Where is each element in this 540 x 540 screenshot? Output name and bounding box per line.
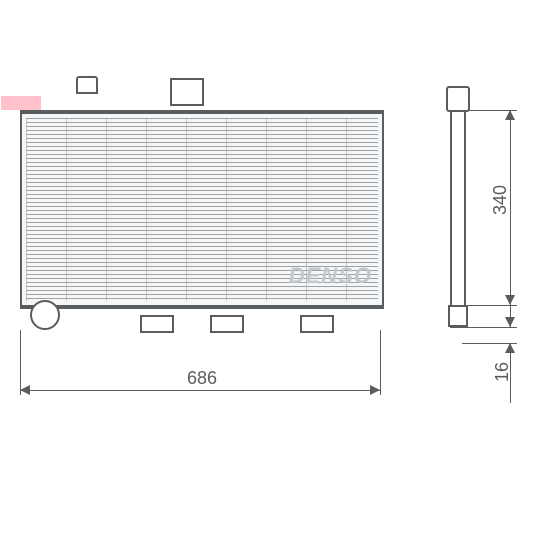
radiator-side-view bbox=[450, 110, 466, 309]
ext-line bbox=[380, 330, 381, 395]
side-view-cap bbox=[446, 86, 470, 112]
side-view-foot bbox=[448, 305, 468, 327]
arrowhead bbox=[505, 295, 515, 305]
ext-line bbox=[462, 305, 517, 306]
mount-bracket bbox=[300, 315, 334, 333]
arrowhead bbox=[370, 385, 380, 395]
arrowhead bbox=[505, 343, 515, 353]
small-cap bbox=[76, 76, 98, 94]
arrowhead bbox=[505, 110, 515, 120]
dim-depth-value: 16 bbox=[490, 362, 515, 382]
radiator-front-view: DENSO bbox=[20, 110, 384, 309]
dim-height-value: 340 bbox=[488, 185, 513, 215]
mount-bracket bbox=[210, 315, 244, 333]
arrowhead bbox=[505, 317, 515, 327]
highlight-marker bbox=[1, 96, 41, 110]
dim-line-width bbox=[20, 390, 380, 391]
arrowhead bbox=[20, 385, 30, 395]
outlet-port bbox=[30, 300, 60, 330]
ext-line bbox=[450, 327, 517, 328]
dim-width-value: 686 bbox=[185, 368, 219, 389]
top-tank bbox=[20, 110, 384, 114]
bottom-tank bbox=[20, 305, 384, 309]
drawing-canvas: DENSO 686 340 16 bbox=[0, 0, 540, 540]
mount-bracket bbox=[140, 315, 174, 333]
filler-neck bbox=[170, 78, 204, 106]
radiator-core-fins bbox=[26, 118, 378, 301]
